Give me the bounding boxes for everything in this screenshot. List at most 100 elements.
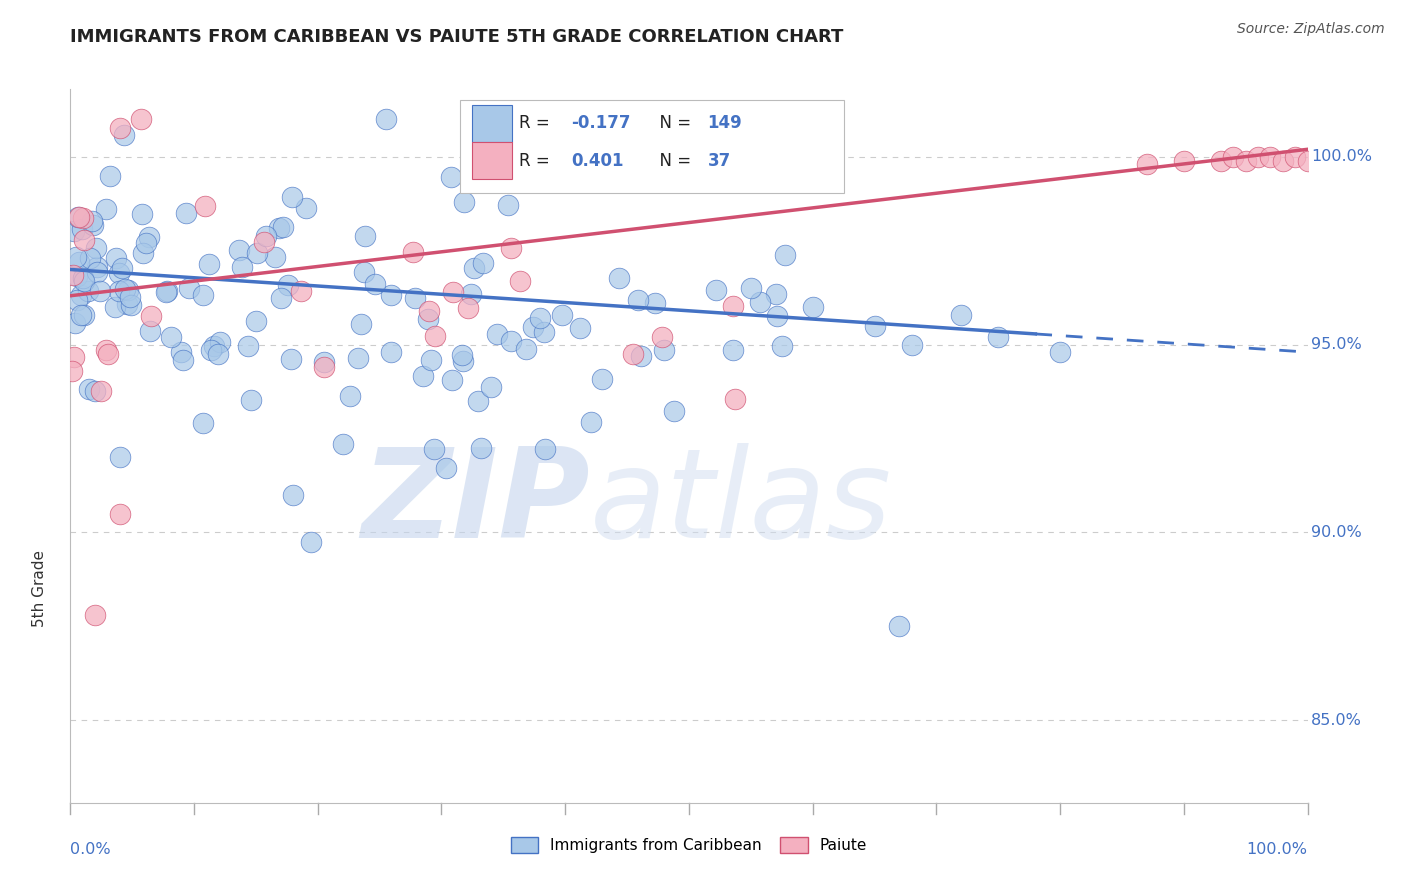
Point [155,285,177,299]
Point [652,343,675,358]
Point [463,260,485,275]
Point [208,335,231,350]
Point [900,337,922,351]
Point [79,251,101,265]
Point [1284,150,1306,164]
Point [63,224,86,238]
Point [441,285,464,299]
Point [1247,150,1270,164]
Point [240,392,263,407]
Point [139,324,162,338]
Point [72,211,94,225]
Point [98,169,121,184]
Text: 85.0%: 85.0% [1312,713,1362,728]
Text: R =: R = [519,114,555,132]
Point [380,344,402,359]
Point [314,359,336,374]
Point [110,121,132,136]
Point [281,190,304,204]
Text: 37: 37 [707,152,731,169]
Point [104,300,127,314]
Point [770,339,793,353]
Point [245,314,267,328]
Point [267,220,290,235]
Point [626,293,648,307]
Point [193,288,215,302]
Point [65,293,87,307]
Text: 5th Grade: 5th Grade [32,550,46,627]
Point [73,233,96,247]
Point [1136,157,1159,171]
Text: atlas: atlas [591,442,891,564]
Point [60,364,83,378]
Point [501,334,523,348]
Point [402,245,425,260]
Point [295,201,318,215]
Point [70,287,93,301]
Point [889,619,911,633]
Point [457,301,479,316]
Point [522,320,544,334]
Point [97,347,120,361]
Point [270,292,292,306]
Point [62,268,84,283]
Point [169,344,191,359]
Point [67,210,90,224]
Point [434,460,457,475]
Point [950,308,973,322]
Point [132,246,155,260]
Point [1234,153,1257,168]
Point [740,281,762,295]
Point [231,260,253,274]
Point [453,194,475,209]
Point [117,283,139,297]
Point [467,394,489,409]
Point [591,372,613,386]
Point [569,320,592,334]
Point [630,349,652,363]
Point [418,311,440,326]
Point [987,330,1010,344]
Point [470,119,492,133]
Point [245,246,267,260]
Point [120,298,142,312]
Text: -0.177: -0.177 [571,114,631,132]
Point [84,607,107,622]
Point [69,308,91,322]
Point [96,202,118,216]
FancyBboxPatch shape [460,100,844,193]
Point [84,241,107,255]
Text: IMMIGRANTS FROM CARIBBEAN VS PAIUTE 5TH GRADE CORRELATION CHART: IMMIGRANTS FROM CARIBBEAN VS PAIUTE 5TH … [70,29,844,46]
Point [765,287,787,301]
Point [82,218,104,232]
FancyBboxPatch shape [472,142,512,179]
Text: 0.0%: 0.0% [70,842,111,857]
Point [67,254,90,268]
Point [77,382,100,396]
Point [1049,345,1071,359]
Point [89,284,111,298]
Point [621,347,644,361]
Point [425,329,447,343]
Point [86,265,108,279]
Point [131,207,153,221]
Point [77,284,100,298]
Point [460,286,482,301]
Point [108,450,131,465]
Point [423,442,446,457]
Point [65,250,87,264]
Text: ZIP: ZIP [361,442,591,564]
Point [404,291,426,305]
Point [62,350,84,364]
Point [486,327,509,342]
Point [644,295,666,310]
Point [499,241,522,255]
Point [108,284,131,298]
Point [108,507,131,521]
Point [662,404,685,418]
Point [550,308,572,322]
Point [420,353,443,368]
Point [202,339,225,353]
Point [129,112,152,127]
Point [112,128,135,142]
